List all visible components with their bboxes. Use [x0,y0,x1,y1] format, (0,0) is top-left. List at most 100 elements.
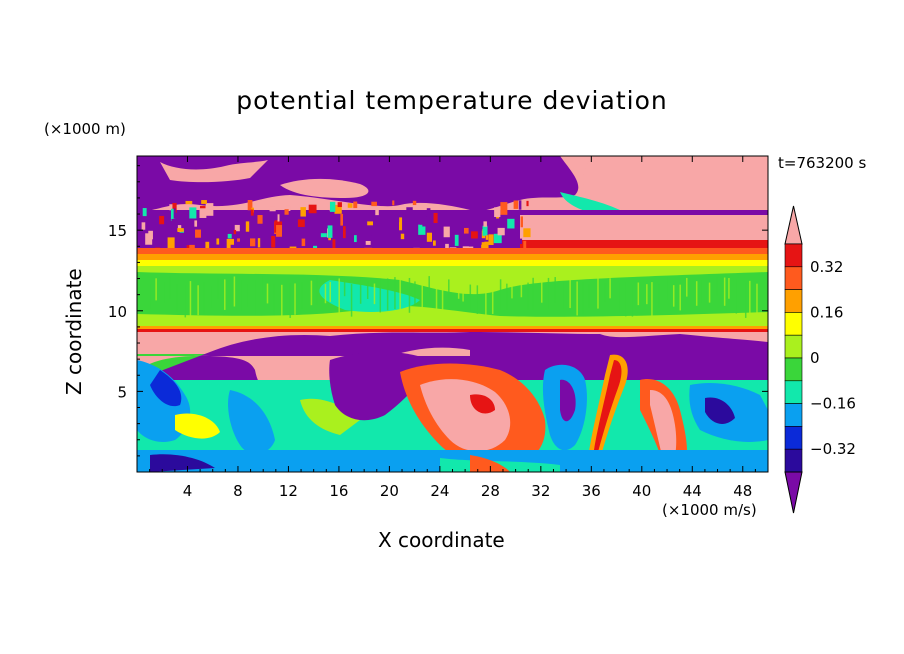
turbulence-speck [189,207,197,219]
turbulence-speck [329,201,336,212]
streak [476,285,479,314]
turbulence-speck [250,238,256,247]
streak [189,281,192,317]
streak [554,277,556,304]
streak [728,278,730,299]
turbulence-speck [257,215,263,224]
streak [749,280,751,314]
streak [499,279,502,310]
turbulence-speck [523,228,531,238]
turbulence-speck [400,233,405,240]
streak [149,284,152,310]
turbulence-speck [276,225,282,237]
eddy-navy-right [705,397,735,424]
turbulence-speck [433,212,438,223]
contour-field [137,156,773,472]
streak [338,278,340,314]
turbulence-speck [257,238,261,248]
turbulence-speck [195,229,201,238]
streak [281,284,283,317]
turbulence-speck [332,239,336,252]
turbulence-speck [365,240,371,245]
turbulence-speck [234,224,240,232]
eddy-yellow-left [175,413,220,439]
streak [658,284,660,308]
streak [169,276,171,299]
streak [366,280,369,299]
top-edge-contour [560,192,620,214]
streak [624,281,627,317]
eddy-red-stripe [594,360,622,452]
streak [756,283,758,314]
turbulence-speck [172,202,177,213]
x-axis-ticks: 4 8 12 16 20 24 28 32 36 40 44 48 [149,156,756,500]
streak [329,281,331,302]
streak [448,279,450,301]
y-tick-label: 5 [117,383,127,401]
x-tick-label: 20 [380,482,399,500]
y-tick-label: 15 [108,222,127,240]
y-axis-ticks: 5 10 15 [108,165,768,457]
streak [672,285,675,307]
streak [379,278,382,313]
streak [435,283,438,312]
streak [637,282,640,306]
turbulence-speck [148,230,153,240]
turbulence-speck [471,231,478,239]
streak [428,276,430,298]
streak [457,278,460,299]
streak [604,283,606,303]
turbulence-speck [426,232,433,242]
eddy-green-2 [300,398,360,435]
turbulence-speck [275,240,281,252]
turbulence-speck [477,210,480,222]
streak [421,277,424,312]
turbulence-speck [347,203,353,208]
top-warm-patch [160,160,268,183]
turbulence-speck [354,235,357,243]
eddy-pink-center [420,379,511,452]
eddy-purple-3 [560,379,576,422]
turbulence-speck [392,200,395,206]
turbulence-speck [300,207,306,217]
lower-warm-lobe [137,347,470,392]
turbulence-speck [493,233,502,244]
streak [700,280,703,304]
streak [547,277,550,309]
x-tick-label: 44 [683,482,702,500]
y-unit-label: (×1000 m) [44,120,126,138]
streak [254,280,257,316]
turbulence-speck [194,220,198,227]
streak [540,276,543,303]
layer-orange [137,254,768,260]
streak [240,279,243,311]
bottom-navy-left [150,454,215,472]
turbulence-speck [523,240,527,251]
x-tick-label: 16 [329,482,348,500]
streak [155,278,157,301]
turbulence-speck [426,208,431,219]
turbulence-speck [301,238,306,247]
colorbar-box [784,403,803,427]
turbulence-speck [185,200,193,205]
streak [646,284,648,305]
streak [771,278,773,310]
turbulence-speck [353,201,358,209]
turbulence-speck [418,224,426,235]
turbulence-speck [205,203,214,216]
streak [735,278,738,314]
turbulence-speck [419,216,428,225]
turbulence-speck [173,208,176,219]
layer-yellow [137,260,768,266]
streak [723,277,726,306]
turbulence-speck [170,208,176,221]
turbulence-speck [340,213,343,226]
streak [261,276,264,295]
streak [582,282,584,315]
upper-right-red-line [520,240,768,248]
turbulence-speck [500,202,508,215]
turbulence-speck [167,237,175,250]
bottom-red-center [470,455,510,472]
x-tick-label: 48 [733,482,752,500]
turbulence-speck [479,226,483,231]
